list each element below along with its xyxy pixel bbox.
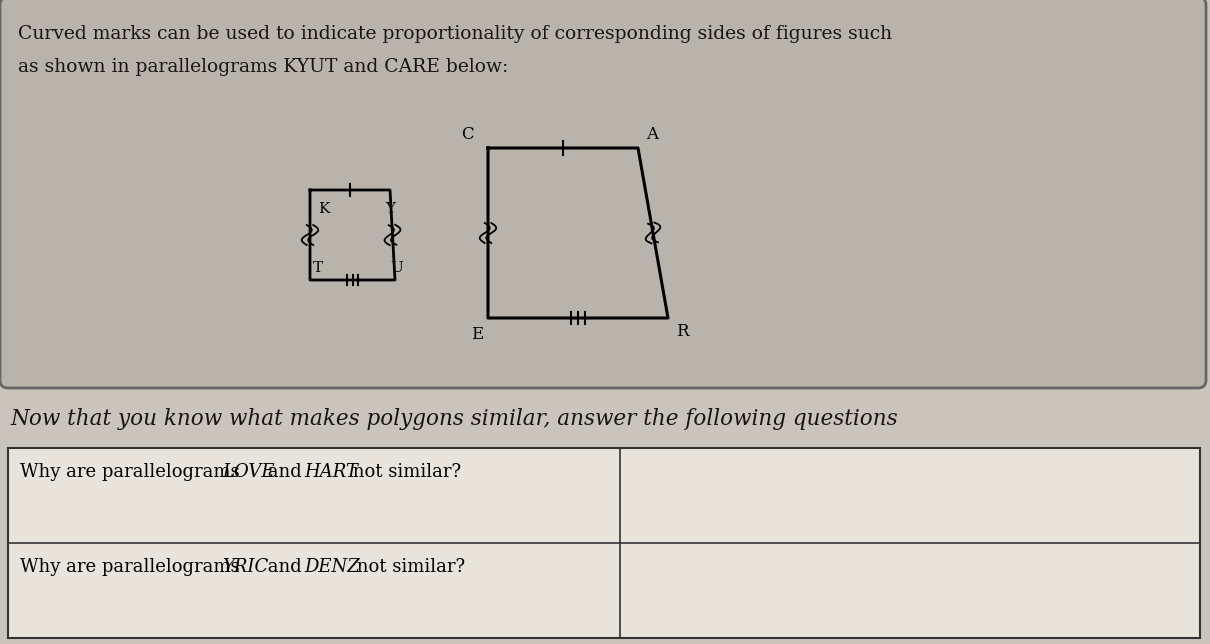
Text: Curved marks can be used to indicate proportionality of corresponding sides of f: Curved marks can be used to indicate pro… bbox=[18, 25, 892, 43]
Text: YRIC: YRIC bbox=[221, 558, 269, 576]
Text: E: E bbox=[471, 326, 483, 343]
Text: Why are parallelograms: Why are parallelograms bbox=[21, 558, 246, 576]
Text: T: T bbox=[313, 261, 323, 275]
Text: A: A bbox=[646, 126, 658, 143]
Text: Why are parallelograms: Why are parallelograms bbox=[21, 463, 246, 481]
Text: R: R bbox=[676, 323, 688, 340]
Text: Y: Y bbox=[385, 202, 394, 216]
Text: HART: HART bbox=[304, 463, 358, 481]
Text: DENZ: DENZ bbox=[304, 558, 359, 576]
Text: LOVE: LOVE bbox=[221, 463, 275, 481]
Text: C: C bbox=[461, 126, 474, 143]
Text: and: and bbox=[263, 558, 307, 576]
Text: Now that you know what makes polygons similar, answer the following questions: Now that you know what makes polygons si… bbox=[10, 408, 898, 430]
FancyBboxPatch shape bbox=[0, 0, 1206, 388]
Text: U: U bbox=[390, 261, 403, 275]
Text: and: and bbox=[263, 463, 307, 481]
Text: not similar?: not similar? bbox=[351, 558, 465, 576]
Bar bbox=[8, 448, 1200, 638]
Text: not similar?: not similar? bbox=[347, 463, 461, 481]
Text: as shown in parallelograms KYUT and CARE below:: as shown in parallelograms KYUT and CARE… bbox=[18, 58, 508, 76]
Text: K: K bbox=[318, 202, 329, 216]
